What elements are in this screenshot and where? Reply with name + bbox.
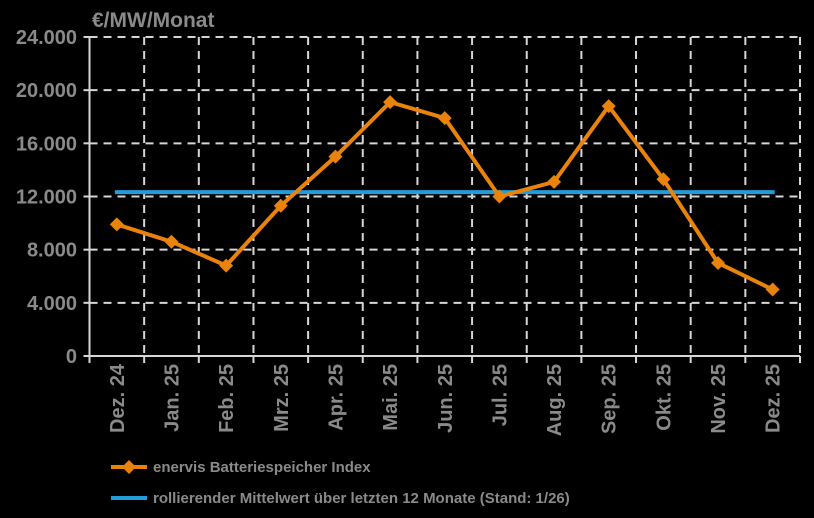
x-tick-label: Jun. 25 xyxy=(435,364,457,433)
y-tick-label: 0 xyxy=(66,346,77,368)
y-tick-label: 16.000 xyxy=(16,133,77,155)
index-marker xyxy=(492,189,507,204)
legend-label-index: enervis Batteriespeicher Index xyxy=(153,458,371,476)
index-marker xyxy=(109,217,124,232)
x-tick-label: Aug. 25 xyxy=(544,364,566,436)
x-tick-label: Jul. 25 xyxy=(489,364,511,426)
index-marker xyxy=(711,255,726,270)
x-tick-label: Jan. 25 xyxy=(161,364,183,432)
index-marker xyxy=(273,198,288,213)
legend-label-mittelwert: rollierender Mittelwert über letzten 12 … xyxy=(153,489,570,507)
legend-item-index: enervis Batteriespeicher Index xyxy=(110,456,570,478)
y-tick-label: 20.000 xyxy=(16,80,77,102)
index-marker xyxy=(219,258,234,273)
x-tick-label: Apr. 25 xyxy=(325,364,347,431)
x-tick-label: Dez. 25 xyxy=(763,364,785,433)
y-tick-label: 8.000 xyxy=(27,240,77,262)
index-marker xyxy=(656,172,671,187)
index-marker xyxy=(601,99,616,114)
index-marker xyxy=(164,234,179,249)
x-tick-label: Sep. 25 xyxy=(599,364,621,434)
x-tick-label: Nov. 25 xyxy=(708,364,730,434)
x-tick-label: Okt. 25 xyxy=(653,364,675,431)
x-tick-label: Mai. 25 xyxy=(380,364,402,431)
x-tick-label: Dez. 24 xyxy=(107,363,129,433)
y-tick-label: 24.000 xyxy=(16,27,77,49)
index-marker xyxy=(328,149,343,164)
legend: enervis Batteriespeicher Index rollieren… xyxy=(110,456,570,509)
x-tick-label: Feb. 25 xyxy=(216,364,238,433)
y-tick-label: 4.000 xyxy=(27,293,77,315)
legend-item-mittelwert: rollierender Mittelwert über letzten 12 … xyxy=(110,487,570,509)
blue-line-swatch xyxy=(111,496,147,500)
y-tick-label: 12.000 xyxy=(16,187,77,209)
chart-title: €/MW/Monat xyxy=(92,9,215,32)
index-marker xyxy=(437,111,452,126)
index-marker xyxy=(547,174,562,189)
index-marker xyxy=(765,282,780,297)
index-marker xyxy=(383,95,398,110)
x-tick-label: Mrz. 25 xyxy=(271,364,293,432)
orange-line-diamond-swatch xyxy=(111,460,147,474)
